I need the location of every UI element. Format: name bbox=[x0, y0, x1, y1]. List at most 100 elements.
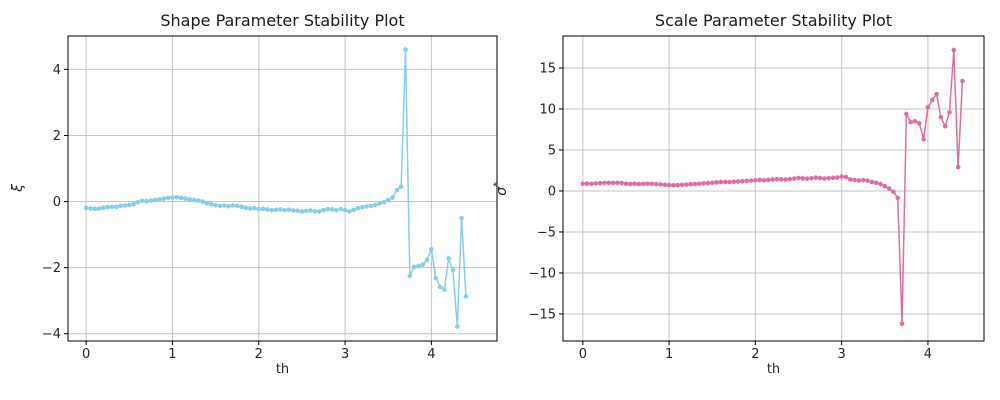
x-tick-label: 4 bbox=[427, 347, 435, 362]
x-tick-label: 1 bbox=[665, 347, 673, 362]
shape-data-point bbox=[450, 267, 456, 273]
scale-data-point bbox=[602, 180, 607, 186]
y-tick-label: 15 bbox=[539, 61, 556, 76]
scale-data-point bbox=[740, 178, 745, 184]
shape-data-point bbox=[303, 208, 309, 214]
y-tick-label: 10 bbox=[539, 102, 556, 117]
scale-data-point bbox=[869, 179, 875, 185]
scale-data-point bbox=[653, 181, 659, 187]
shape-data-point bbox=[239, 204, 244, 210]
shape-axes-frame bbox=[67, 35, 498, 342]
shape-data-point bbox=[256, 206, 262, 212]
sigma-superscript-star: * bbox=[492, 181, 504, 187]
scale-data-point bbox=[843, 174, 849, 180]
scale-data-point bbox=[822, 176, 827, 181]
scale-data-point bbox=[679, 182, 685, 188]
scale-data-point bbox=[623, 181, 629, 187]
scale-data-point bbox=[804, 176, 810, 181]
shape-data-point bbox=[152, 197, 158, 203]
y-tick-label: −4 bbox=[42, 327, 61, 342]
scale-data-point bbox=[731, 179, 737, 185]
scale-data-point bbox=[796, 175, 801, 181]
x-tick-label: 1 bbox=[168, 347, 176, 362]
shape-series-line bbox=[85, 48, 467, 328]
scale-data-point bbox=[666, 182, 672, 188]
shape-data-point bbox=[342, 207, 348, 213]
y-tick-label: 0 bbox=[53, 195, 61, 210]
scale-data-point bbox=[688, 181, 693, 187]
x-tick-label: 3 bbox=[341, 347, 349, 362]
shape-data-point bbox=[312, 208, 318, 214]
scale-data-point bbox=[675, 182, 681, 188]
scale-data-point bbox=[774, 176, 780, 182]
shape-data-point bbox=[217, 203, 223, 209]
shape-data-point bbox=[403, 47, 408, 52]
shape-data-point bbox=[226, 203, 231, 209]
scale-data-point bbox=[757, 177, 762, 183]
scale-data-point bbox=[610, 180, 616, 186]
scale-data-point bbox=[701, 181, 706, 186]
shape-data-point bbox=[247, 206, 253, 211]
scale-data-point bbox=[753, 178, 758, 183]
shape-data-point bbox=[372, 202, 378, 208]
shape-data-point bbox=[200, 199, 205, 204]
y-tick-label: −5 bbox=[537, 225, 556, 240]
x-tick-label: 0 bbox=[82, 347, 90, 362]
shape-data-point bbox=[368, 203, 374, 209]
shape-data-point bbox=[161, 196, 167, 201]
scale-data-point bbox=[856, 178, 862, 183]
x-tick-label: 3 bbox=[838, 347, 846, 362]
shape-data-point bbox=[109, 204, 115, 210]
shape-data-point bbox=[338, 206, 344, 212]
shape-data-point bbox=[377, 201, 382, 206]
scale-data-point bbox=[873, 180, 879, 186]
shape-data-point bbox=[360, 204, 365, 210]
shape-data-point bbox=[187, 196, 193, 202]
scale-data-point bbox=[709, 180, 715, 186]
shape-data-point bbox=[398, 184, 404, 189]
scale-data-point bbox=[658, 182, 663, 187]
y-tick-label: 5 bbox=[548, 143, 556, 158]
scale-data-point bbox=[791, 176, 797, 181]
shape-data-point bbox=[122, 203, 128, 208]
scale-data-point bbox=[627, 181, 633, 187]
scale-data-point bbox=[580, 181, 586, 187]
shape-data-point bbox=[221, 203, 227, 208]
shape-data-point bbox=[454, 324, 460, 329]
shape-data-point bbox=[286, 207, 292, 213]
shape-data-point bbox=[114, 204, 119, 210]
scale-data-point bbox=[761, 178, 767, 183]
shape-data-point bbox=[170, 195, 175, 200]
shape-data-point bbox=[269, 207, 275, 213]
scale-data-point bbox=[705, 180, 711, 186]
shape-data-point bbox=[183, 196, 188, 201]
shape-x-axis-label: th bbox=[275, 362, 290, 377]
shape-data-point bbox=[96, 206, 102, 211]
scale-data-point bbox=[891, 189, 896, 195]
scale-data-point bbox=[908, 119, 913, 125]
scale-data-point bbox=[839, 174, 844, 179]
scale-series-line bbox=[582, 49, 964, 325]
shape-data-point bbox=[126, 202, 132, 208]
scale-data-point bbox=[955, 164, 961, 170]
scale-data-point bbox=[778, 177, 784, 182]
shape-data-point bbox=[364, 204, 369, 209]
shape-data-point bbox=[92, 206, 98, 212]
shape-data-point bbox=[308, 208, 313, 213]
scale-data-point bbox=[649, 181, 655, 187]
shape-data-point bbox=[329, 207, 335, 212]
shape-data-point bbox=[83, 205, 89, 211]
scale-data-point bbox=[860, 177, 866, 183]
scale-data-point bbox=[809, 175, 814, 181]
scale-data-point bbox=[744, 178, 750, 184]
scale-data-point bbox=[787, 176, 793, 182]
scale-data-point bbox=[921, 137, 926, 142]
scale-data-point bbox=[951, 47, 957, 53]
scale-data-point bbox=[813, 175, 819, 180]
shape-data-point bbox=[144, 198, 149, 204]
shape-data-point bbox=[165, 195, 171, 201]
x-tick-label: 2 bbox=[255, 347, 263, 362]
scale-data-point bbox=[835, 175, 840, 180]
shape-data-point bbox=[278, 207, 283, 212]
shape-data-point bbox=[208, 201, 214, 207]
